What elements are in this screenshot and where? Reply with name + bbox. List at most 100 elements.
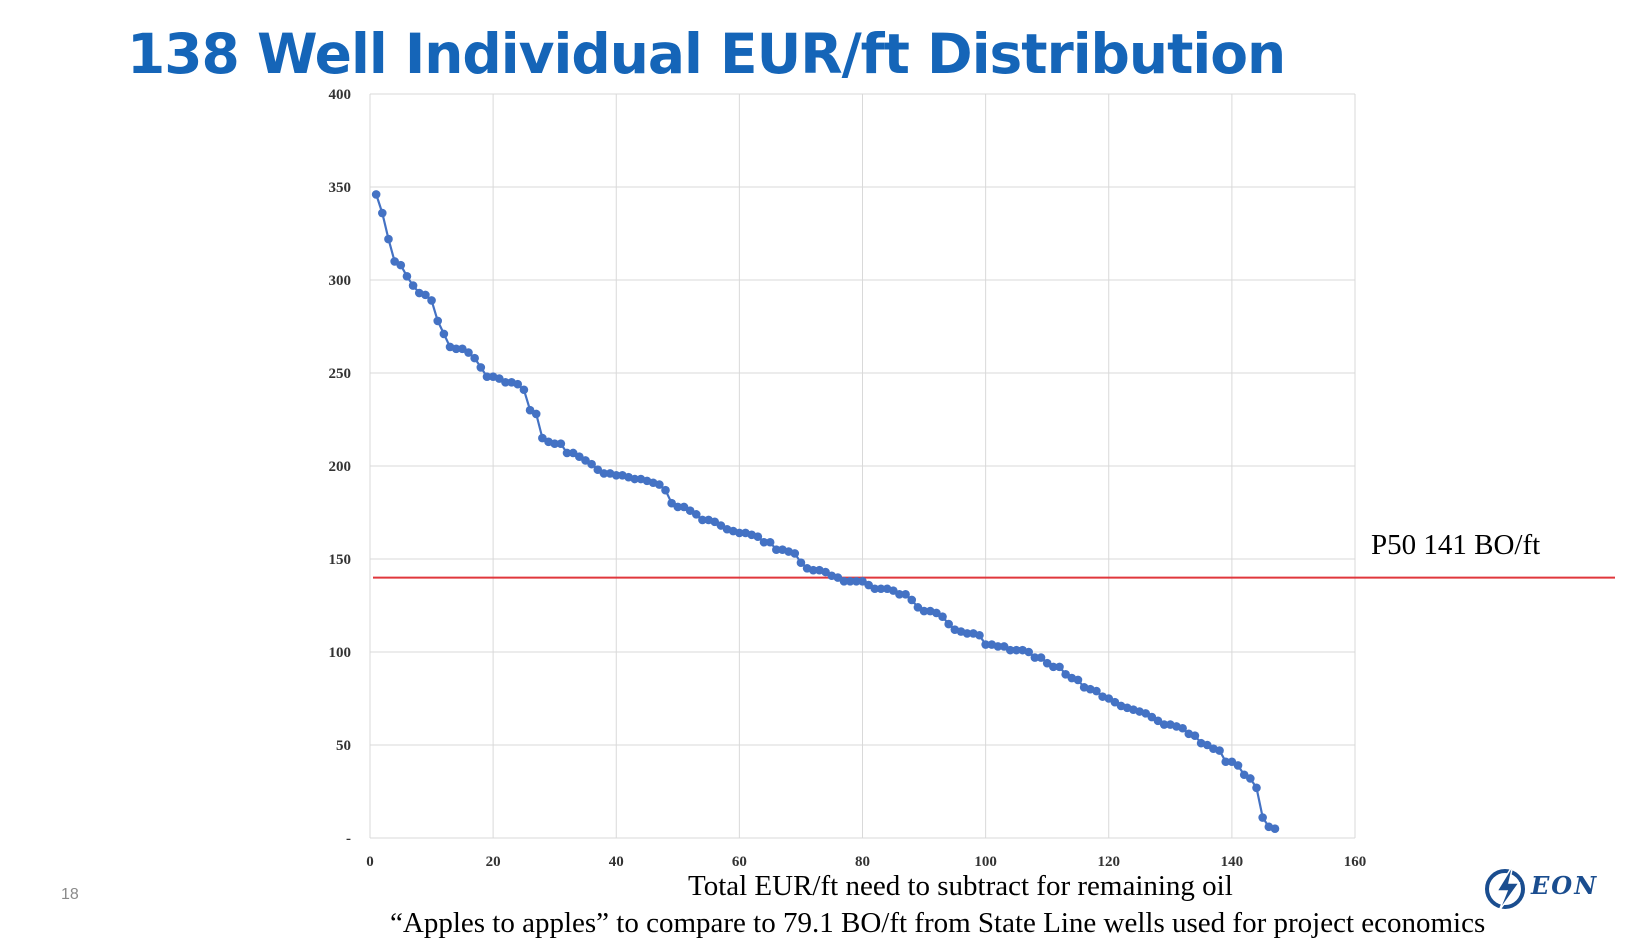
data-point [1073,675,1083,685]
y-tick-label: 200 [329,459,352,475]
data-point [568,448,578,458]
data-point [593,465,603,475]
data-point [501,378,510,387]
data-point [685,506,695,515]
data-point [673,502,683,512]
data-point [451,344,461,354]
data-point [888,586,898,595]
y-tick-label: - [346,831,351,847]
data-point [1258,813,1267,822]
data-point [993,642,1003,651]
data-point [1061,670,1070,679]
slide-number: 18 [61,886,79,903]
data-point [1012,645,1021,655]
data-point [482,372,492,382]
data-point [808,565,818,575]
data-point [962,629,972,638]
data-point [661,485,670,495]
data-point [494,374,504,383]
x-tick-label: 160 [1344,854,1367,870]
data-point [1233,761,1243,770]
data-point [476,363,486,372]
data-point [581,456,590,465]
data-point [556,439,566,448]
footnote-apples-to-apples: “Apples to apples” to compare to 79.1 BO… [390,907,1486,939]
data-point [378,208,387,218]
x-tick-label: 40 [609,854,624,870]
data-point [433,316,443,326]
y-tick-label: 250 [329,366,352,382]
data-point [1270,824,1280,833]
data-point [1036,653,1046,662]
lightning-globe-icon [1485,864,1525,912]
data-point [667,498,676,508]
data-point [1005,645,1015,655]
data-point [513,379,523,389]
data-point [765,537,775,547]
eon-logo: EON [1483,863,1603,913]
data-point [753,532,763,541]
data-point [384,234,393,244]
x-tick-label: 20 [486,854,501,870]
data-point [1227,757,1237,767]
x-tick-label: 80 [855,854,870,870]
data-point [870,584,880,594]
data-point [1092,686,1101,696]
y-tick-label: 150 [329,552,352,568]
data-point [470,353,479,363]
data-point [938,612,947,621]
data-point [1246,774,1255,783]
data-point [458,344,467,354]
data-point [519,385,529,395]
data-point [390,257,399,266]
data-point [655,480,664,489]
data-point [1239,770,1249,780]
x-tick-label: 60 [732,854,747,870]
x-tick-label: 140 [1221,854,1244,870]
data-point [895,590,904,599]
data-point [913,603,923,612]
data-point [1104,694,1114,703]
series-points [371,190,1280,833]
data-point [999,642,1009,651]
data-point [611,471,621,480]
data-point [1252,783,1261,793]
data-point [919,606,929,616]
data-point [944,619,953,629]
y-tick-label: 100 [329,645,352,661]
y-tick-label: 50 [336,738,351,754]
data-point [907,595,917,605]
data-point [691,510,701,519]
chart-grid [369,93,1356,839]
y-axis-ticks: - 50 100 150 200 250 300 350 400 [329,87,352,847]
data-point [1024,647,1034,657]
data-point [1110,697,1120,707]
data-point [790,549,800,558]
data-point [538,433,547,443]
data-point [562,448,572,458]
data-point [845,577,855,586]
data-point [698,515,707,525]
x-tick-label: 120 [1098,854,1121,870]
data-point [1202,740,1212,750]
data-point [679,502,689,512]
data-point [1221,757,1231,767]
data-point [371,190,381,199]
data-point [1042,658,1052,668]
data-point [575,452,584,462]
data-point [864,580,873,590]
y-tick-label: 350 [329,180,352,196]
data-point [1215,746,1224,755]
data-point [525,405,535,415]
data-point [427,296,436,305]
data-point [759,537,769,547]
data-point [981,640,990,649]
data-point [839,577,849,586]
data-point [550,439,559,448]
data-point [587,459,596,469]
data-point [1153,716,1163,726]
data-point [833,573,843,582]
data-point [710,517,720,527]
data-point [975,630,984,640]
